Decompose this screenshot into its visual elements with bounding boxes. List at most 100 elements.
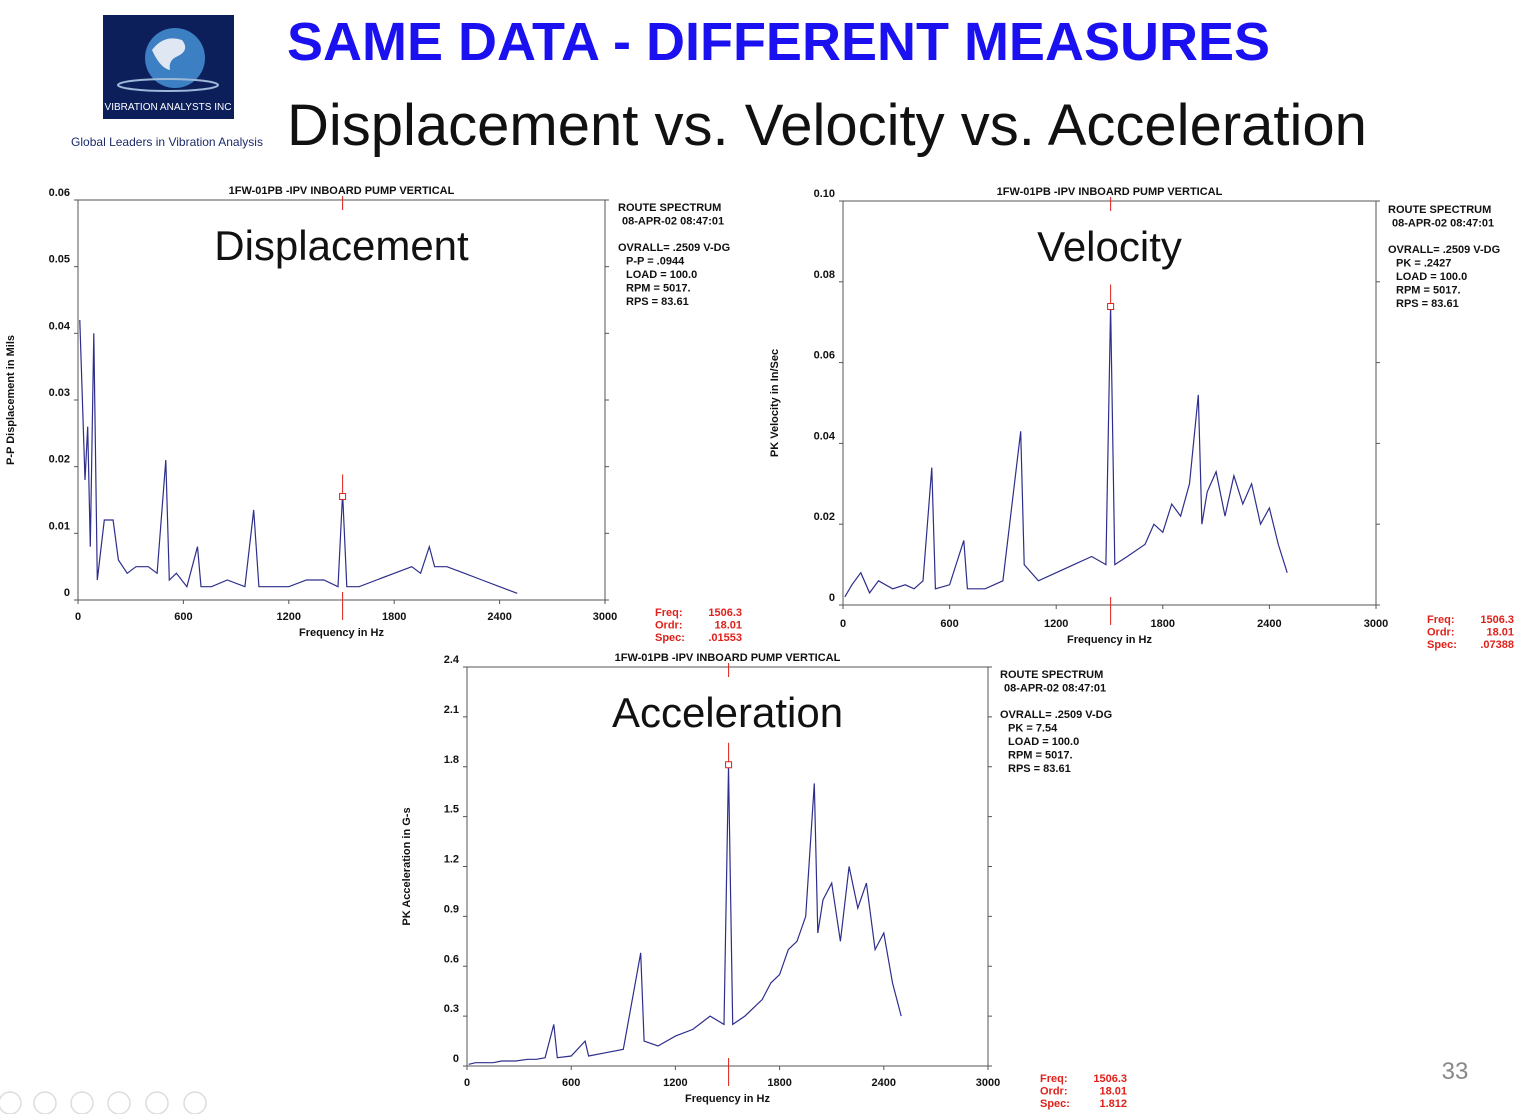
info-line: RPM = 5017. <box>1396 285 1461 297</box>
info-line: 08-APR-02 08:47:01 <box>1392 218 1494 230</box>
y-axis-label: PK Velocity in In/Sec <box>769 349 781 457</box>
cursor-readout-value: 18.01 <box>1099 1086 1127 1098</box>
toolbar-button[interactable] <box>0 1091 22 1114</box>
toolbar-button[interactable] <box>183 1091 207 1114</box>
cursor-readout-value: 1506.3 <box>1093 1073 1127 1085</box>
x-tick-label: 3000 <box>593 611 617 623</box>
y-tick-label: 0.10 <box>814 188 835 200</box>
x-tick-label: 3000 <box>976 1077 1000 1089</box>
x-tick-label: 1200 <box>663 1077 687 1089</box>
y-tick-label: 0.02 <box>814 511 835 523</box>
cursor-readout-label: Freq: <box>1040 1073 1068 1085</box>
x-tick-label: 2400 <box>487 611 511 623</box>
cursor-readout-label: Ordr: <box>1040 1086 1068 1098</box>
y-tick-label: 0 <box>64 587 70 599</box>
chart-title: 1FW-01PB -IPV INBOARD PUMP VERTICAL <box>615 652 841 664</box>
info-line: RPS = 83.61 <box>626 296 689 308</box>
info-line: PK = 7.54 <box>1008 723 1058 735</box>
info-line: LOAD = 100.0 <box>1396 271 1467 283</box>
tagline: Global Leaders in Vibration Analysis <box>71 135 263 149</box>
info-line: OVRALL= .2509 V-DG <box>618 242 730 254</box>
info-line: PK = .2427 <box>1396 258 1451 270</box>
y-tick-label: 0 <box>453 1053 459 1065</box>
y-tick-label: 0.04 <box>49 320 71 332</box>
y-tick-label: 1.2 <box>444 854 459 866</box>
info-line: ROUTE SPECTRUM <box>618 202 721 214</box>
cursor-readout-value: .07388 <box>1480 639 1514 651</box>
info-line: RPM = 5017. <box>626 283 691 295</box>
info-line: ROUTE SPECTRUM <box>1388 204 1491 216</box>
chart: 1FW-01PB -IPV INBOARD PUMP VERTICAL Displ… <box>5 185 742 644</box>
y-tick-label: 0.04 <box>814 430 836 442</box>
info-line: 08-APR-02 08:47:01 <box>1004 683 1106 695</box>
info-line: LOAD = 100.0 <box>626 269 697 281</box>
cursor-readout-label: Freq: <box>655 607 683 619</box>
cursor-readout-label: Freq: <box>1427 614 1455 626</box>
x-tick-label: 1200 <box>277 611 301 623</box>
x-tick-label: 600 <box>174 611 192 623</box>
cursor-readout-label: Ordr: <box>655 620 683 632</box>
x-tick-label: 1800 <box>382 611 406 623</box>
toolbar-button[interactable] <box>33 1091 57 1114</box>
y-tick-label: 0.01 <box>49 520 70 532</box>
y-tick-label: 0.9 <box>444 903 459 915</box>
toolbar-button[interactable] <box>70 1091 94 1114</box>
info-line: 08-APR-02 08:47:01 <box>622 216 724 228</box>
chart-label: Displacement <box>214 222 469 269</box>
y-tick-label: 0.02 <box>49 454 70 466</box>
x-axis-label: Frequency in Hz <box>299 627 384 639</box>
chart-title: 1FW-01PB -IPV INBOARD PUMP VERTICAL <box>997 186 1223 198</box>
y-tick-label: 0.03 <box>49 387 70 399</box>
cursor-marker <box>725 761 733 769</box>
y-tick-label: 1.8 <box>444 754 459 766</box>
cursor-readout-label: Spec: <box>1427 639 1457 651</box>
y-axis-label: P-P Displacement in Mils <box>5 335 17 465</box>
plot-frame <box>842 200 1377 606</box>
y-tick-label: 0 <box>829 592 835 604</box>
x-tick-label: 1800 <box>767 1077 791 1089</box>
chart-label: Acceleration <box>612 689 843 736</box>
x-tick-label: 600 <box>562 1077 580 1089</box>
x-tick-label: 0 <box>840 618 846 630</box>
spectrum-line <box>79 319 518 594</box>
y-tick-label: 0.05 <box>49 254 70 266</box>
chart: 1FW-01PB -IPV INBOARD PUMP VERTICAL Accel… <box>401 652 1127 1110</box>
y-tick-label: 0.08 <box>814 269 835 281</box>
x-tick-label: 3000 <box>1364 618 1388 630</box>
info-line: LOAD = 100.0 <box>1008 736 1079 748</box>
toolbar-button[interactable] <box>107 1091 131 1114</box>
x-tick-label: 0 <box>75 611 81 623</box>
toolbar-button[interactable] <box>145 1091 169 1114</box>
spectrum-line <box>468 766 902 1065</box>
x-tick-label: 600 <box>940 618 958 630</box>
cursor-readout-value: 1506.3 <box>708 607 742 619</box>
info-line: RPS = 83.61 <box>1396 298 1459 310</box>
cursor-marker <box>339 492 347 500</box>
toolbar <box>0 1091 207 1114</box>
y-tick-label: 0.06 <box>49 187 70 199</box>
logo-text: VIBRATION ANALYSTS INC <box>105 102 232 113</box>
cursor-readout-label: Ordr: <box>1427 627 1455 639</box>
y-axis-label: PK Acceleration in G-s <box>401 807 413 925</box>
info-line: OVRALL= .2509 V-DG <box>1000 709 1112 721</box>
info-line: ROUTE SPECTRUM <box>1000 669 1103 681</box>
info-line: RPM = 5017. <box>1008 750 1073 762</box>
cursor-marker <box>1107 303 1115 311</box>
y-tick-label: 1.5 <box>444 804 459 816</box>
cursor-readout-value: 18.01 <box>1486 627 1514 639</box>
x-tick-label: 1800 <box>1151 618 1175 630</box>
x-tick-label: 2400 <box>872 1077 896 1089</box>
slide-subtitle: Displacement vs. Velocity vs. Accelerati… <box>287 93 1367 158</box>
x-tick-label: 2400 <box>1257 618 1281 630</box>
x-axis-label: Frequency in Hz <box>1067 634 1152 646</box>
slide-title: SAME DATA - DIFFERENT MEASURES <box>287 12 1270 72</box>
info-line: RPS = 83.61 <box>1008 763 1071 775</box>
chart: 1FW-01PB -IPV INBOARD PUMP VERTICAL Veloc… <box>769 186 1514 651</box>
cursor-readout-label: Spec: <box>655 632 685 644</box>
chart-label: Velocity <box>1037 223 1182 270</box>
cursor-readout-value: 18.01 <box>714 620 742 632</box>
y-tick-label: 2.4 <box>444 654 460 666</box>
chart-title: 1FW-01PB -IPV INBOARD PUMP VERTICAL <box>229 185 455 197</box>
